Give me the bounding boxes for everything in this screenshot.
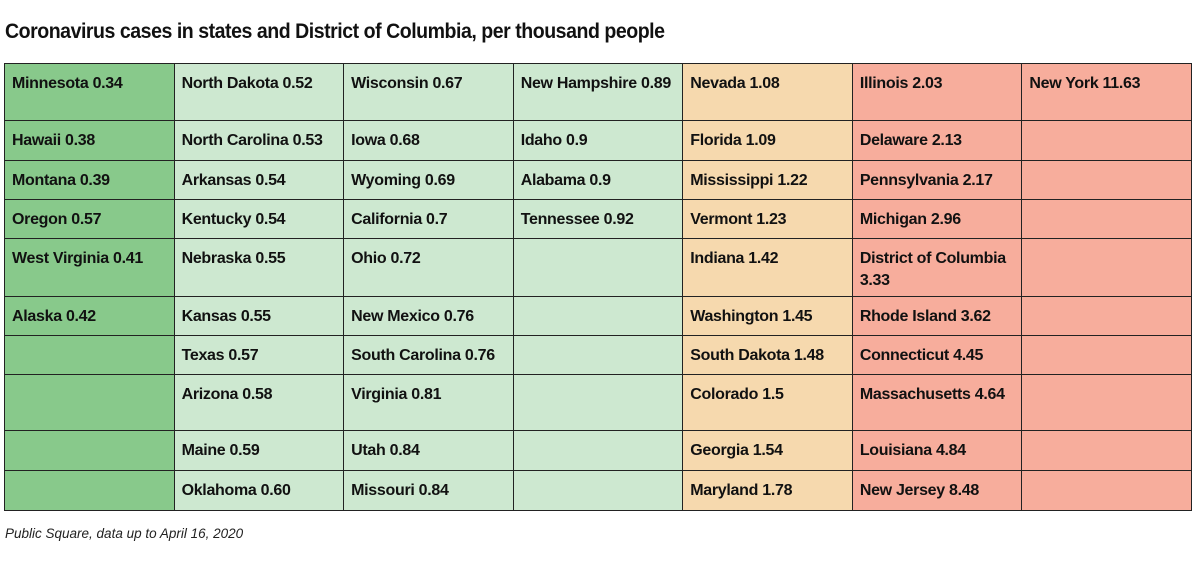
empty-cell xyxy=(512,238,684,297)
table-cell: Colorado 1.5 xyxy=(682,374,853,431)
empty-cell xyxy=(512,335,684,375)
table-cell: Delaware 2.13 xyxy=(851,120,1023,161)
table-cell: Idaho 0.9 xyxy=(512,120,684,161)
table-cell: Nevada 1.08 xyxy=(682,63,853,121)
table-cell: Nebraska 0.55 xyxy=(173,238,345,297)
table-cell: California 0.7 xyxy=(343,199,514,239)
table-cell: Wyoming 0.69 xyxy=(343,160,514,200)
table-cell: Arizona 0.58 xyxy=(173,374,345,431)
table-cell: Oregon 0.57 xyxy=(4,199,175,239)
table-row: Oregon 0.57 Kentucky 0.54 California 0.7 Te… xyxy=(4,199,1192,239)
table-cell: Georgia 1.54 xyxy=(682,430,853,471)
table-cell: Tennessee 0.92 xyxy=(512,199,684,239)
table-cell: Alaska 0.42 xyxy=(4,296,175,336)
empty-cell xyxy=(4,430,175,471)
empty-cell xyxy=(1021,296,1192,336)
table-cell: Florida 1.09 xyxy=(682,120,853,161)
table-cell: Iowa 0.68 xyxy=(343,120,514,161)
empty-cell xyxy=(512,296,684,336)
table-cell: Montana 0.39 xyxy=(4,160,175,200)
table-cell: Texas 0.57 xyxy=(173,335,345,375)
table-row: Texas 0.57 South Carolina 0.76 South Dakot… xyxy=(4,335,1192,375)
empty-cell xyxy=(1021,238,1192,297)
empty-cell xyxy=(1021,374,1192,431)
empty-cell xyxy=(1021,160,1192,200)
table-cell: Missouri 0.84 xyxy=(343,470,514,511)
table-cell: New Jersey 8.48 xyxy=(851,470,1023,511)
empty-cell xyxy=(4,335,175,375)
table-cell: Massachusetts 4.64 xyxy=(851,374,1023,431)
table-cell: Kentucky 0.54 xyxy=(173,199,345,239)
table-row: Hawaii 0.38 North Carolina 0.53 Iowa 0.68 I… xyxy=(4,120,1192,161)
table-cell: Ohio 0.72 xyxy=(343,238,514,297)
table-row: Alaska 0.42 Kansas 0.55 New Mexico 0.76 Was… xyxy=(4,296,1192,336)
empty-cell xyxy=(1021,430,1192,471)
table-row: West Virginia 0.41 Nebraska 0.55 Ohio 0.72… xyxy=(4,238,1192,297)
empty-cell xyxy=(4,374,175,431)
table-cell: South Carolina 0.76 xyxy=(343,335,514,375)
table-cell: North Carolina 0.53 xyxy=(173,120,345,161)
table-cell: Utah 0.84 xyxy=(343,430,514,471)
table-row: Arizona 0.58 Virginia 0.81 Colorado 1.5 Mas… xyxy=(4,374,1192,431)
empty-cell xyxy=(1021,120,1192,161)
table-cell: Maine 0.59 xyxy=(173,430,345,471)
table-cell: Connecticut 4.45 xyxy=(851,335,1023,375)
table-cell: North Dakota 0.52 xyxy=(173,63,345,121)
empty-cell xyxy=(1021,470,1192,511)
table-cell: Illinois 2.03 xyxy=(851,63,1023,121)
empty-cell xyxy=(1021,199,1192,239)
table-cell: Kansas 0.55 xyxy=(173,296,345,336)
source-note: Public Square, data up to April 16, 2020 xyxy=(5,526,244,541)
table-cell: Washington 1.45 xyxy=(682,296,853,336)
table-cell: Arkansas 0.54 xyxy=(173,160,345,200)
table-cell: Mississippi 1.22 xyxy=(682,160,853,200)
table-cell: Minnesota 0.34 xyxy=(4,63,175,121)
chart-title: Coronavirus cases in states and District… xyxy=(5,20,665,43)
table-cell: New York 11.63 xyxy=(1021,63,1192,121)
table-cell: District of Columbia 3.33 xyxy=(851,238,1023,297)
table-cell: Maryland 1.78 xyxy=(682,470,853,511)
table-cell: New Hampshire 0.89 xyxy=(512,63,684,121)
empty-cell xyxy=(512,470,684,511)
empty-cell xyxy=(512,430,684,471)
table-cell: South Dakota 1.48 xyxy=(682,335,853,375)
table-row: Maine 0.59 Utah 0.84 Georgia 1.54 Louisiana… xyxy=(4,430,1192,471)
cases-table: Minnesota 0.34 North Dakota 0.52 Wisconsin… xyxy=(4,63,1192,511)
table-cell: West Virginia 0.41 xyxy=(4,238,175,297)
table-cell: Wisconsin 0.67 xyxy=(343,63,514,121)
table-cell: New Mexico 0.76 xyxy=(343,296,514,336)
table-cell: Hawaii 0.38 xyxy=(4,120,175,161)
empty-cell xyxy=(4,470,175,511)
table-row: Montana 0.39 Arkansas 0.54 Wyoming 0.69 Ala… xyxy=(4,160,1192,200)
table-cell: Indiana 1.42 xyxy=(682,238,853,297)
table-cell: Louisiana 4.84 xyxy=(851,430,1023,471)
table-cell: Rhode Island 3.62 xyxy=(851,296,1023,336)
table-row: Minnesota 0.34 North Dakota 0.52 Wisconsin… xyxy=(4,63,1192,121)
empty-cell xyxy=(512,374,684,431)
table-row: Oklahoma 0.60 Missouri 0.84 Maryland 1.78 N… xyxy=(4,470,1192,511)
table-cell: Oklahoma 0.60 xyxy=(173,470,345,511)
empty-cell xyxy=(1021,335,1192,375)
table-cell: Vermont 1.23 xyxy=(682,199,853,239)
table-cell: Michigan 2.96 xyxy=(851,199,1023,239)
table-cell: Alabama 0.9 xyxy=(512,160,684,200)
table-cell: Pennsylvania 2.17 xyxy=(851,160,1023,200)
table-cell: Virginia 0.81 xyxy=(343,374,514,431)
